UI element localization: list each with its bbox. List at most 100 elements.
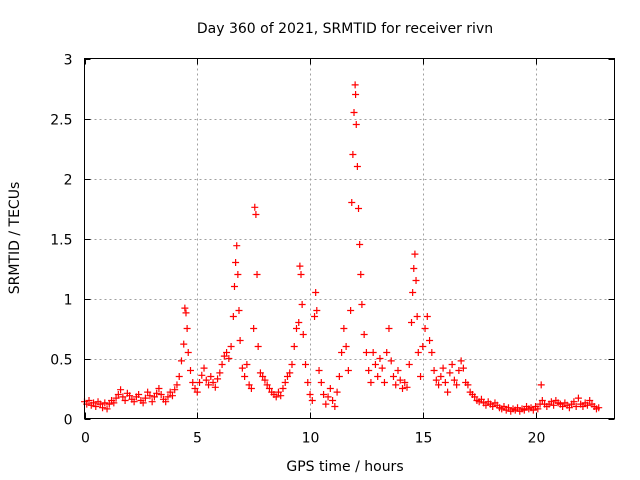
data-point-marker bbox=[338, 349, 346, 356]
x-tick-label: 20 bbox=[528, 431, 546, 447]
data-point-marker bbox=[357, 271, 365, 278]
data-point-marker bbox=[209, 379, 217, 386]
data-point-marker bbox=[371, 361, 379, 368]
data-point-marker bbox=[286, 369, 294, 377]
data-point-marker bbox=[350, 109, 358, 116]
data-point-marker bbox=[99, 404, 107, 412]
data-point-marker bbox=[389, 373, 397, 380]
data-point-marker bbox=[583, 401, 591, 409]
data-point-marker bbox=[171, 386, 179, 394]
data-point-marker bbox=[139, 399, 147, 407]
data-point-marker bbox=[331, 403, 339, 410]
data-point-marker bbox=[403, 383, 411, 391]
x-tick-label: 10 bbox=[302, 431, 320, 447]
data-point-marker bbox=[448, 361, 456, 368]
data-point-marker bbox=[423, 313, 431, 320]
axis-ticks: 0 5 10 15 20 0 0.5 1 1.5 2 2.5 3 bbox=[50, 53, 615, 447]
data-point-marker bbox=[399, 385, 406, 392]
data-point-marker bbox=[253, 271, 261, 278]
data-point-marker bbox=[595, 404, 603, 412]
data-point-marker bbox=[112, 394, 120, 402]
data-point-marker bbox=[421, 325, 429, 332]
data-point-marker bbox=[130, 398, 138, 406]
data-point-marker bbox=[92, 403, 100, 410]
data-point-marker bbox=[281, 379, 289, 386]
data-point-marker bbox=[227, 343, 235, 350]
data-point-marker bbox=[85, 397, 93, 404]
data-point-marker bbox=[272, 393, 280, 401]
data-point-marker bbox=[367, 379, 375, 386]
data-point-marker bbox=[191, 385, 199, 392]
data-point-marker bbox=[369, 349, 377, 356]
data-point-marker bbox=[189, 379, 197, 386]
data-point-marker bbox=[432, 376, 440, 384]
data-point-marker bbox=[351, 81, 359, 89]
data-point-marker bbox=[230, 283, 238, 290]
data-point-marker bbox=[547, 398, 555, 406]
data-point-marker bbox=[405, 361, 413, 368]
data-point-marker bbox=[225, 355, 233, 362]
data-point-marker bbox=[437, 373, 445, 380]
data-point-marker bbox=[121, 397, 129, 404]
x-tick-label: 0 bbox=[81, 431, 90, 447]
grid-lines bbox=[84, 58, 615, 419]
data-point-marker bbox=[202, 376, 210, 384]
data-points bbox=[81, 81, 603, 415]
data-point-marker bbox=[428, 349, 436, 356]
y-tick-label: 2 bbox=[64, 173, 73, 189]
data-point-marker bbox=[537, 381, 545, 389]
y-tick-label: 0 bbox=[64, 413, 73, 429]
data-point-marker bbox=[324, 393, 332, 401]
data-point-marker bbox=[243, 361, 251, 368]
data-point-marker bbox=[411, 250, 419, 258]
data-point-marker bbox=[181, 304, 189, 312]
data-point-marker bbox=[441, 379, 449, 386]
data-point-marker bbox=[482, 401, 490, 409]
data-point-marker bbox=[435, 381, 443, 389]
data-point-marker bbox=[205, 381, 213, 389]
data-point-marker bbox=[290, 343, 298, 350]
data-point-marker bbox=[211, 383, 219, 391]
data-point-marker bbox=[251, 203, 259, 211]
data-point-marker bbox=[187, 367, 194, 374]
data-point-marker bbox=[426, 337, 434, 344]
data-point-marker bbox=[322, 400, 330, 408]
data-point-marker bbox=[304, 379, 312, 386]
data-point-marker bbox=[279, 385, 287, 392]
data-point-marker bbox=[245, 381, 253, 389]
data-point-marker bbox=[306, 391, 314, 398]
data-point-marker bbox=[385, 325, 393, 332]
data-point-marker bbox=[471, 393, 479, 401]
data-point-marker bbox=[355, 205, 363, 212]
y-tick-label: 2.5 bbox=[50, 113, 72, 129]
data-point-marker bbox=[340, 325, 348, 332]
data-point-marker bbox=[302, 361, 310, 368]
data-point-marker bbox=[234, 271, 242, 278]
data-point-marker bbox=[229, 313, 237, 320]
data-point-marker bbox=[182, 309, 190, 317]
data-point-marker bbox=[168, 392, 176, 400]
data-point-marker bbox=[148, 398, 156, 406]
data-point-marker bbox=[419, 343, 427, 350]
data-point-marker bbox=[333, 388, 341, 396]
data-point-marker bbox=[565, 404, 573, 412]
data-point-marker bbox=[317, 379, 325, 386]
data-point-marker bbox=[344, 367, 352, 374]
data-point-marker bbox=[183, 325, 191, 332]
data-point-marker bbox=[315, 367, 323, 374]
x-tick-label: 5 bbox=[193, 431, 202, 447]
data-point-marker bbox=[313, 307, 321, 314]
data-point-marker bbox=[450, 376, 458, 384]
data-point-marker bbox=[409, 289, 417, 296]
data-point-marker bbox=[241, 373, 249, 380]
data-point-marker bbox=[335, 373, 343, 380]
data-point-marker bbox=[586, 397, 594, 404]
data-point-marker bbox=[293, 325, 300, 332]
data-point-marker bbox=[141, 394, 149, 402]
x-axis-label: GPS time / hours bbox=[286, 459, 403, 475]
data-point-marker bbox=[430, 367, 438, 374]
data-point-marker bbox=[329, 397, 337, 404]
data-point-marker bbox=[376, 355, 384, 362]
data-point-marker bbox=[570, 398, 578, 406]
data-point-marker bbox=[216, 369, 224, 377]
